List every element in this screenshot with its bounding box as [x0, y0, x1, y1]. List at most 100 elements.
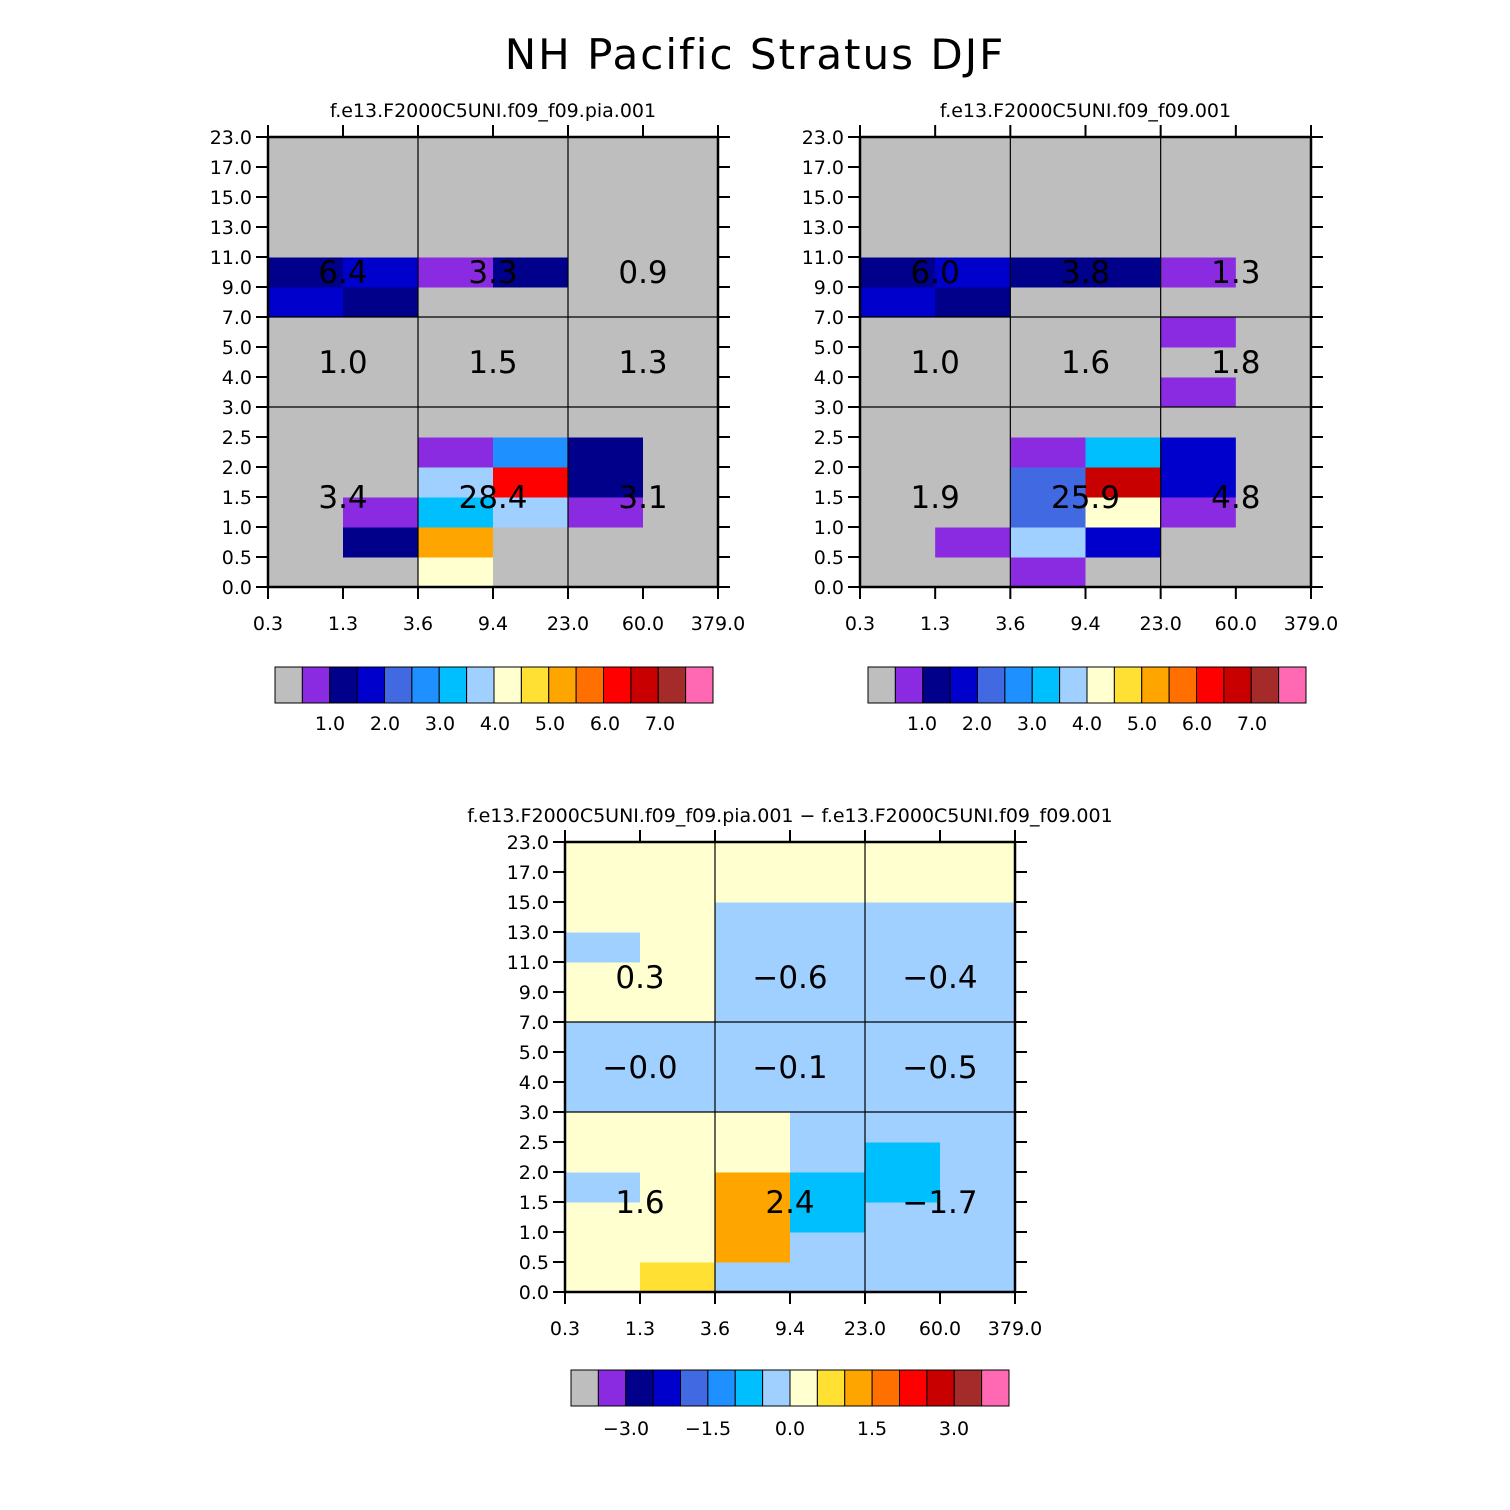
region-value-label: 3.3	[468, 255, 517, 291]
heatmap-cell	[268, 227, 344, 258]
heatmap-cell	[935, 137, 1011, 168]
heatmap-cell	[860, 197, 936, 228]
heatmap-cell	[860, 377, 936, 408]
y-tick-label: 9.0	[814, 277, 844, 299]
heatmap-cell	[1160, 317, 1237, 348]
x-tick-label: 9.4	[775, 1318, 805, 1340]
heatmap-cell	[1235, 167, 1312, 198]
heatmap-cell	[1010, 437, 1086, 468]
heatmap-cell	[343, 137, 419, 168]
heatmap-cell	[1235, 197, 1312, 228]
heatmap-cell	[343, 557, 419, 588]
x-tick-label: 60.0	[919, 1318, 961, 1340]
colorbar-swatch	[734, 1369, 764, 1407]
heatmap-cell	[1010, 347, 1086, 378]
y-tick-label: 11.0	[802, 247, 844, 269]
heatmap-cell	[1085, 137, 1162, 168]
heatmap-cell	[643, 137, 719, 168]
colorbar-label: 2.0	[370, 713, 400, 735]
heatmap-cell	[1010, 497, 1086, 528]
heatmap-cell	[860, 347, 936, 378]
colorbar-swatch	[625, 1369, 654, 1407]
colorbar-label: 6.0	[590, 713, 620, 735]
region-value-label: −0.1	[752, 1050, 827, 1086]
heatmap-cell	[565, 932, 641, 963]
y-tick-label: 3.0	[519, 1102, 549, 1124]
heatmap-cell	[715, 962, 791, 993]
heatmap-cell	[565, 872, 641, 903]
heatmap-cell	[418, 497, 494, 528]
heatmap-cell	[493, 287, 569, 318]
colorbar-swatch	[575, 666, 604, 704]
panel-b-colorbar: 1.0 2.0 3.0 4.0 5.0 6.0 7.0	[867, 666, 1307, 735]
heatmap-cell	[1160, 287, 1237, 318]
y-tick-label: 5.0	[814, 337, 844, 359]
heatmap-cell	[940, 992, 1016, 1023]
heatmap-cell	[418, 167, 494, 198]
y-tick-label: 15.0	[802, 187, 844, 209]
heatmap-cell	[268, 527, 344, 558]
heatmap-cell	[643, 197, 719, 228]
y-tick-label: 17.0	[507, 862, 549, 884]
heatmap-cell	[790, 962, 866, 993]
heatmap-cell	[1085, 317, 1162, 348]
colorbar-swatch	[1196, 666, 1225, 704]
heatmap-cell	[493, 347, 569, 378]
x-tick-label: 9.4	[1070, 613, 1100, 635]
heatmap-cell	[935, 467, 1011, 498]
y-tick-label: 7.0	[222, 307, 252, 329]
heatmap-cell	[865, 1052, 941, 1083]
heatmap-cell	[860, 287, 936, 318]
x-tick-label: 1.3	[328, 613, 358, 635]
heatmap-cell	[268, 557, 344, 588]
heatmap-cell	[493, 407, 569, 438]
heatmap-cell	[1085, 407, 1162, 438]
heatmap-cell	[568, 347, 644, 378]
heatmap-cell	[940, 962, 1016, 993]
y-tick-label: 1.0	[519, 1222, 549, 1244]
heatmap-cell	[643, 557, 719, 588]
y-tick-label: 1.0	[222, 517, 252, 539]
heatmap-cell	[568, 437, 644, 468]
heatmap-cell	[493, 437, 569, 468]
region-value-label: 3.1	[618, 480, 667, 516]
heatmap-cell	[565, 842, 641, 873]
heatmap-cell	[865, 1142, 941, 1173]
y-tick-label: 7.0	[814, 307, 844, 329]
heatmap-cell	[1235, 407, 1312, 438]
heatmap-cell	[790, 1202, 866, 1233]
colorbar-label: 3.0	[1017, 713, 1047, 735]
region-value-label: 1.3	[1211, 255, 1260, 291]
heatmap-cell	[715, 1232, 791, 1263]
heatmap-cell	[493, 317, 569, 348]
heatmap-cell	[640, 1172, 716, 1203]
heatmap-cell	[643, 407, 719, 438]
heatmap-cell	[1010, 257, 1086, 288]
heatmap-cell	[935, 227, 1011, 258]
heatmap-cell	[715, 1262, 791, 1293]
colorbar-label: 5.0	[535, 713, 565, 735]
heatmap-cell	[940, 902, 1016, 933]
y-tick-label: 23.0	[210, 127, 252, 149]
region-value-label: 2.4	[765, 1185, 814, 1221]
x-tick-label: 23.0	[1140, 613, 1182, 635]
heatmap-cell	[1235, 467, 1312, 498]
region-value-label: −0.0	[602, 1050, 677, 1086]
heatmap-cell	[565, 1262, 641, 1293]
heatmap-cell	[640, 872, 716, 903]
heatmap-cell	[268, 407, 344, 438]
heatmap-cell	[1160, 377, 1237, 408]
heatmap-cell	[1235, 347, 1312, 378]
colorbar-swatch	[548, 666, 577, 704]
heatmap-cell	[865, 992, 941, 1023]
colorbar-swatch	[1059, 666, 1088, 704]
heatmap-cell	[418, 227, 494, 258]
x-tick-label: 379.0	[988, 1318, 1042, 1340]
heatmap-cell	[640, 842, 716, 873]
heatmap-cell	[1235, 227, 1312, 258]
y-tick-label: 11.0	[507, 952, 549, 974]
heatmap-cell	[418, 137, 494, 168]
heatmap-cell	[935, 287, 1011, 318]
region-value-label: 1.3	[618, 345, 667, 381]
colorbar-swatch	[1141, 666, 1170, 704]
